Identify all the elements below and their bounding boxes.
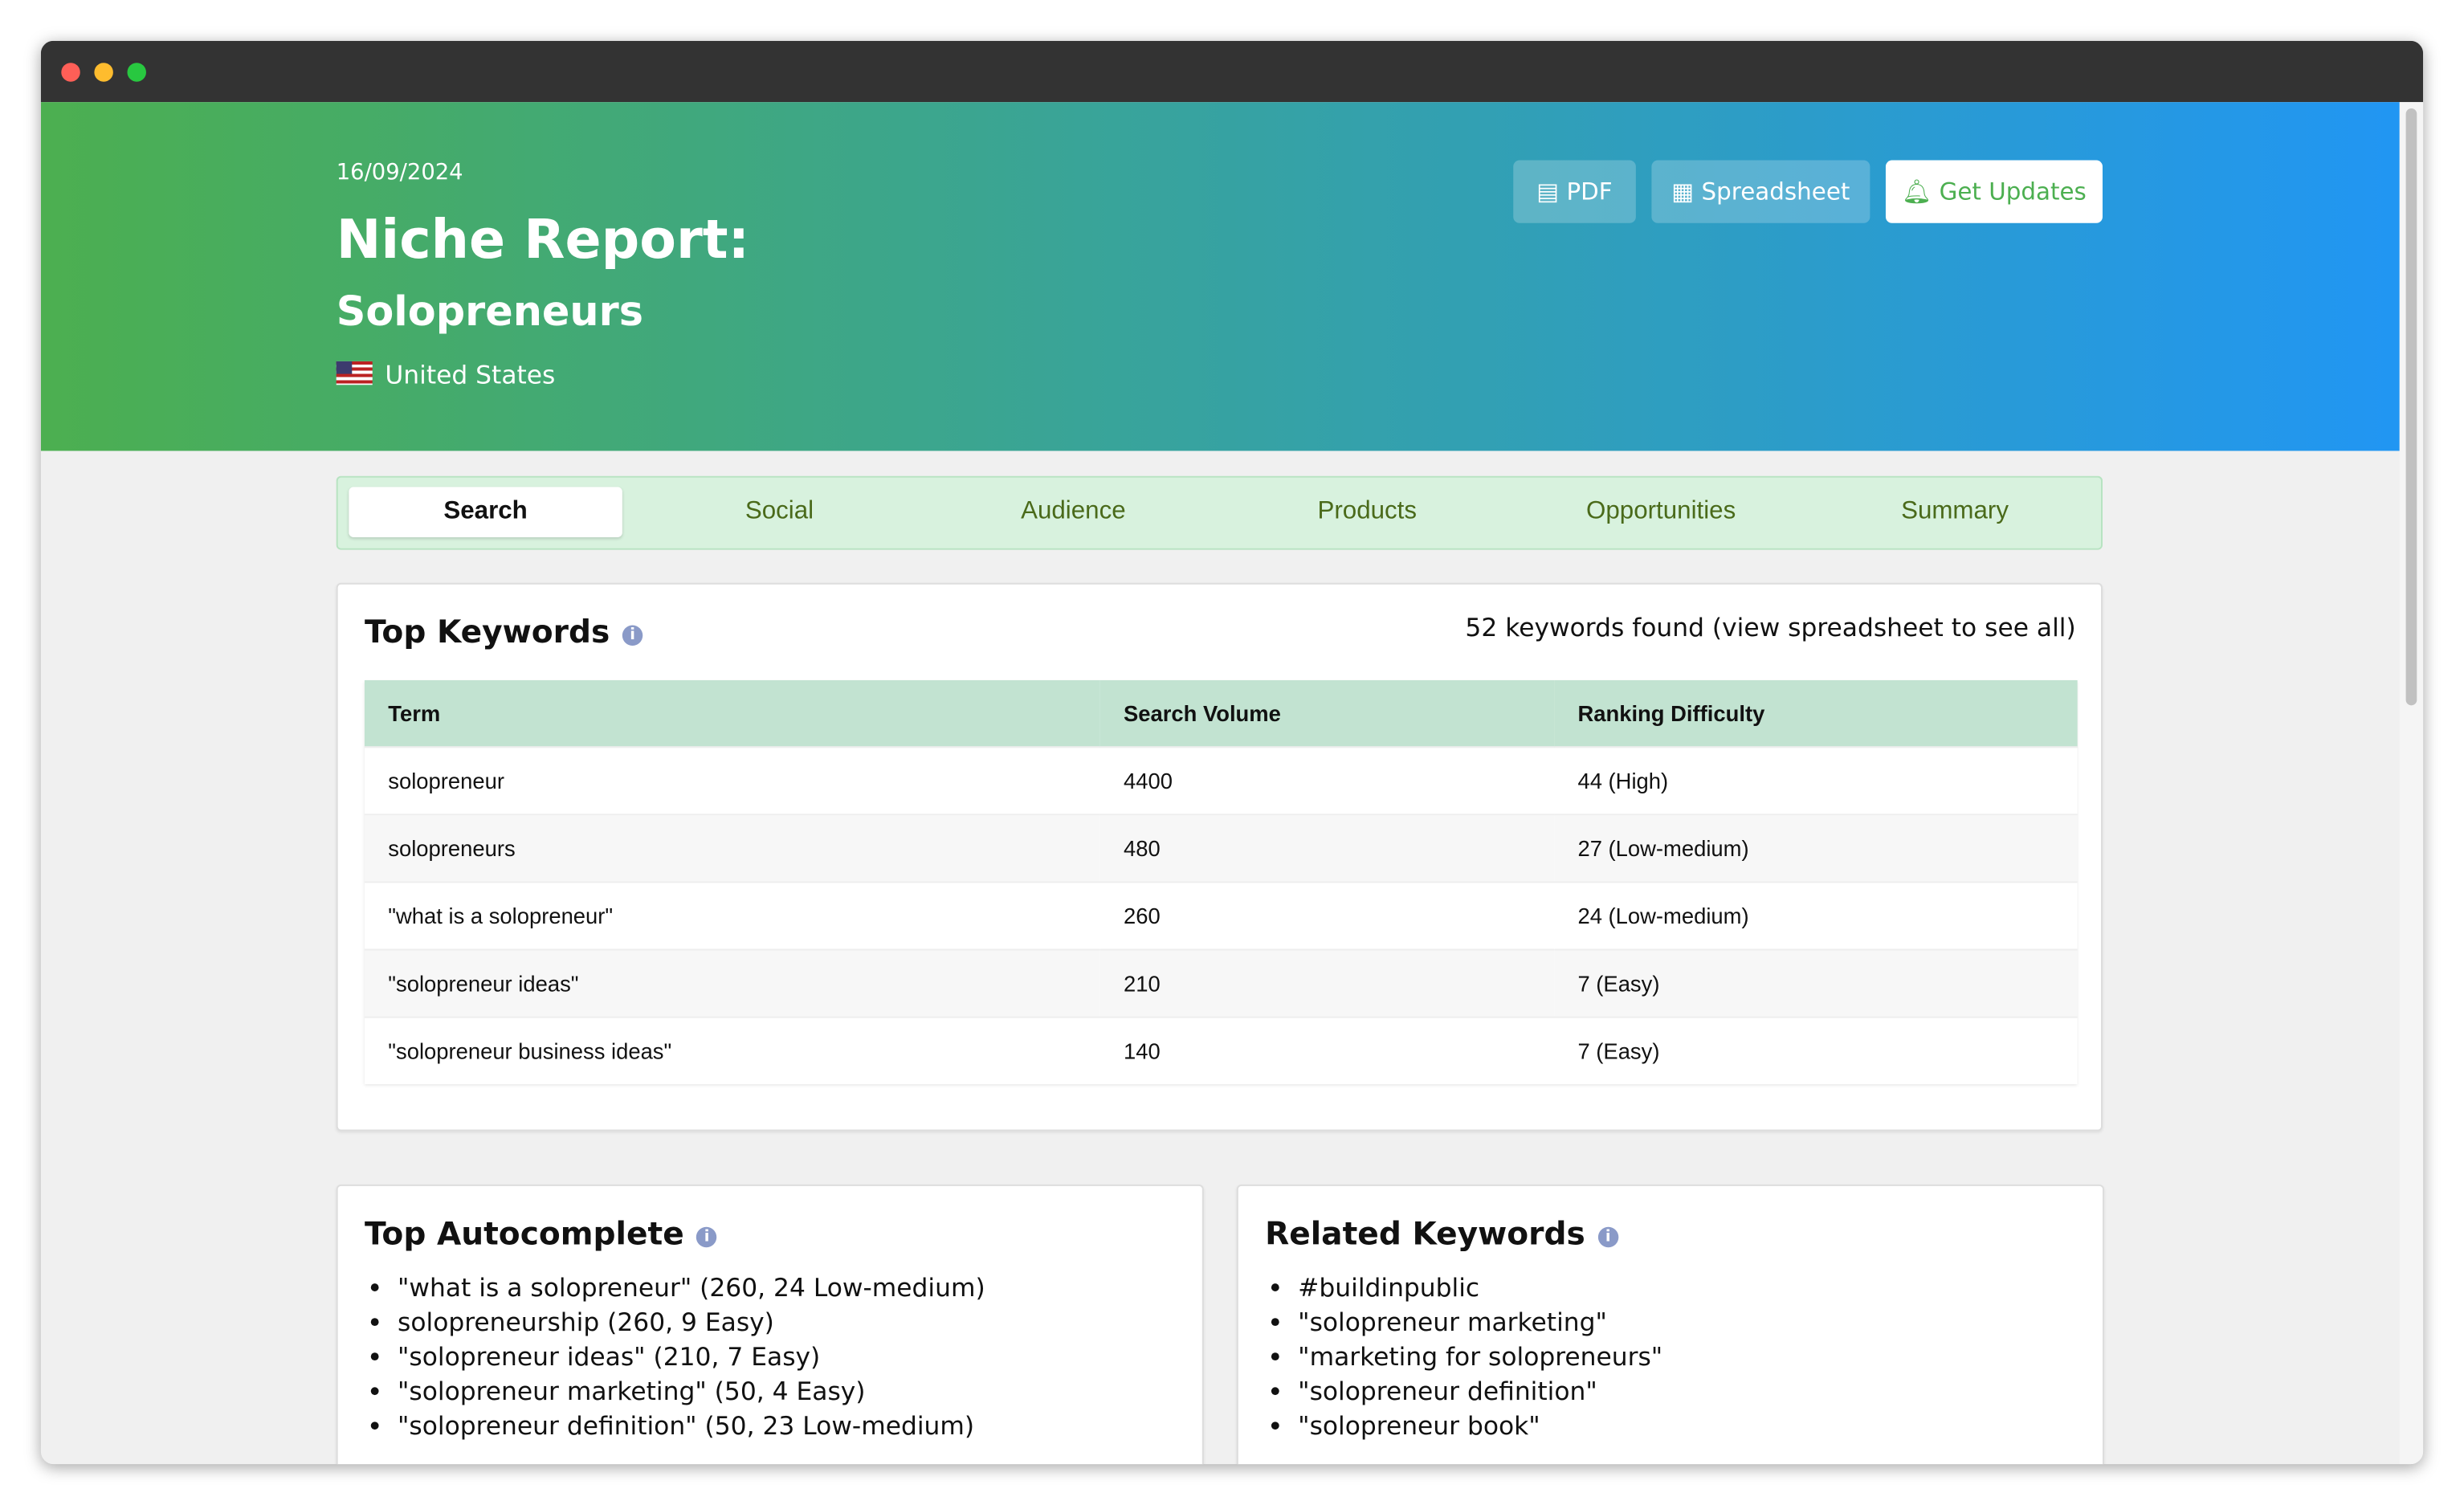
report-date: 16/09/2024 — [336, 160, 463, 186]
tab[interactable]: Opportunities — [1586, 498, 1736, 525]
tab[interactable]: Audience — [1021, 498, 1126, 525]
table-row: "what is a solopreneur" 260 24 (Low-medium… — [364, 881, 2078, 950]
table-cell: "what is a solopreneur" — [364, 881, 1100, 950]
column-header: Search Volume — [1099, 680, 1555, 748]
country: United States — [385, 359, 556, 390]
table-cell: 4400 — [1099, 746, 1555, 815]
maximize-button[interactable] — [127, 63, 146, 82]
top-keywords-card: Top Keywords i 52 keywords found (view sp… — [336, 582, 2103, 1132]
table-cell: 44 (High) — [1554, 746, 2078, 815]
button-label: Get Updates — [1939, 177, 2087, 206]
table-cell: 260 — [1099, 881, 1555, 950]
title-text: Related Keywords — [1265, 1214, 1585, 1253]
button-label: Spreadsheet — [1701, 177, 1850, 206]
table-cell: "solopreneur business ideas" — [364, 1016, 1100, 1084]
column-header: Term — [364, 680, 1100, 748]
tab[interactable]: Search — [349, 487, 622, 538]
autocomplete-list: "what is a solopreneur" (260, 24 Low-med… — [369, 1271, 985, 1444]
table-cell: solopreneurs — [364, 814, 1100, 883]
list-item: "solopreneur marketing" (50, 4 Easy) — [398, 1375, 985, 1409]
table-cell: solopreneur — [364, 746, 1100, 815]
table-cell: 7 (Easy) — [1554, 1016, 2078, 1084]
report-header: 16/09/2024 Niche Report: Solopreneurs Un… — [40, 102, 2400, 451]
list-item: "solopreneur marketing" — [1298, 1306, 1662, 1340]
spreadsheet-button[interactable]: ▦ Spreadsheet — [1651, 160, 1870, 223]
list-item: "solopreneur definition" — [1298, 1375, 1662, 1409]
scroll-thumb[interactable] — [2405, 108, 2417, 706]
card-title: Top Autocomplete i — [365, 1214, 717, 1252]
table-row: solopreneur 4400 44 (High) — [364, 746, 2078, 815]
browser-window: 16/09/2024 Niche Report: Solopreneurs Un… — [40, 40, 2424, 1465]
report-subtitle: Solopreneurs — [336, 288, 644, 336]
title-text: Top Autocomplete — [364, 1214, 684, 1253]
card-title: Related Keywords i — [1265, 1214, 1618, 1252]
scrollbar[interactable] — [2399, 102, 2424, 1465]
info-icon[interactable]: i — [696, 1226, 717, 1248]
list-item: "solopreneur ideas" (210, 7 Easy) — [398, 1340, 985, 1375]
button-label: PDF — [1566, 177, 1613, 206]
header-row: Term Search Volume Ranking Difficulty — [364, 680, 2078, 748]
close-button[interactable] — [61, 63, 80, 82]
tab-bar: Search Social Audience Products Opportunitie… — [336, 475, 2103, 550]
list-item: "marketing for solopreneurs" — [1298, 1340, 1662, 1375]
autocomplete-card: Top Autocomplete i "what is a solopreneur… — [336, 1184, 1204, 1465]
minimize-button[interactable] — [94, 63, 113, 82]
column-header: Ranking Difficulty — [1554, 680, 2078, 748]
table-row: "solopreneur business ideas" 140 7 (Easy) — [364, 1016, 2078, 1084]
tab[interactable]: Social — [745, 498, 814, 525]
us-flag — [336, 361, 373, 385]
related-list: #buildinpublic"solopreneur marketing""ma… — [1270, 1271, 1662, 1444]
list-item: "solopreneur book" — [1298, 1409, 1662, 1444]
table-cell: 24 (Low-medium) — [1554, 881, 2078, 950]
card-title: Top Keywords i — [365, 613, 643, 651]
report-title: Niche Report: — [336, 209, 750, 272]
table-cell: 7 (Easy) — [1554, 948, 2078, 1018]
table-cell: 27 (Low-medium) — [1554, 814, 2078, 883]
keyword-count: 52 keywords found (view spreadsheet to s… — [1465, 612, 2076, 643]
table-cell: "solopreneur ideas" — [364, 948, 1100, 1018]
get-updates-button[interactable]: 🔔︎ Get Updates — [1885, 160, 2103, 223]
table-cell: 480 — [1099, 814, 1555, 883]
table-row: "solopreneur ideas" 210 7 (Easy) — [364, 948, 2078, 1018]
list-item: solopreneurship (260, 9 Easy) — [398, 1306, 985, 1340]
pdf-button[interactable]: ▤ PDF — [1513, 160, 1636, 223]
info-icon[interactable]: i — [1597, 1226, 1618, 1248]
keywords-table: Term Search Volume Ranking Difficulty solop… — [364, 680, 2078, 1084]
tab[interactable]: Products — [1317, 498, 1418, 525]
info-icon[interactable]: i — [622, 625, 643, 646]
list-item: #buildinpublic — [1298, 1271, 1662, 1306]
list-item: "solopreneur definition" (50, 23 Low-med… — [398, 1409, 985, 1444]
title-bar — [40, 40, 2424, 103]
table-cell: 140 — [1099, 1016, 1555, 1084]
list-item: "what is a solopreneur" (260, 24 Low-med… — [398, 1271, 985, 1306]
tab[interactable]: Summary — [1901, 498, 2009, 525]
table-cell: 210 — [1099, 948, 1555, 1018]
title-text: Top Keywords — [364, 612, 610, 651]
table-row: solopreneurs 480 27 (Low-medium) — [364, 814, 2078, 883]
